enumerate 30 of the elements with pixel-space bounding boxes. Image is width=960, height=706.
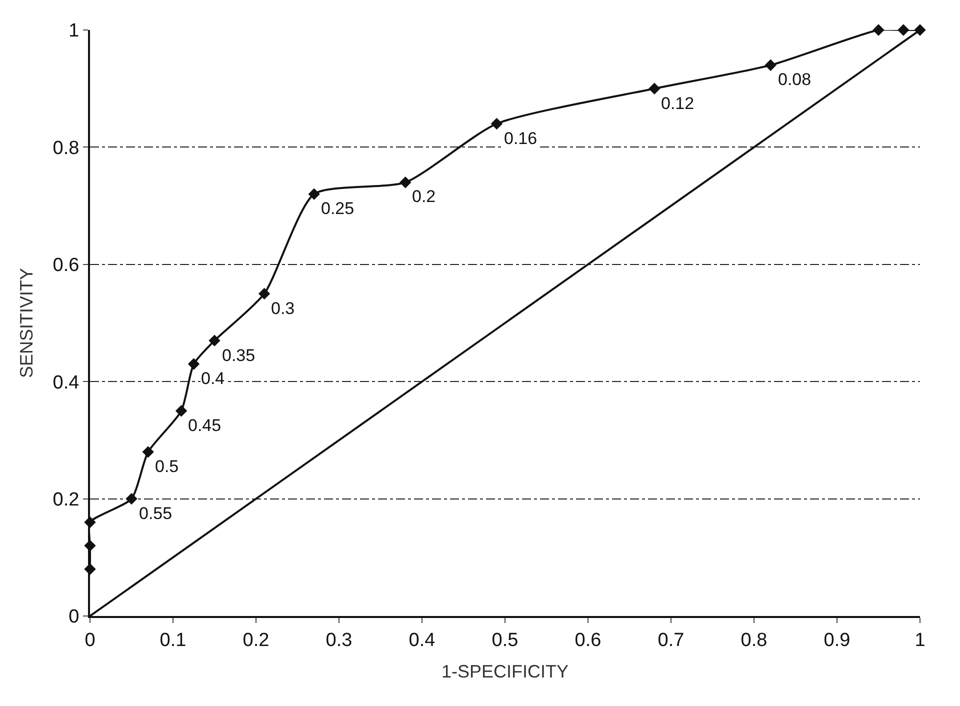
- x-tick-label: 0.9: [824, 630, 850, 651]
- annotation: 0.12: [661, 94, 694, 113]
- x-tick-label: 0.6: [574, 630, 602, 651]
- y-tick-label: 0.8: [52, 138, 80, 159]
- annotation: 0.3: [271, 299, 295, 318]
- y-axis-title: SENSITIVITY: [16, 268, 36, 378]
- annotation: 0.55: [139, 504, 172, 523]
- y-tick-label: 0.6: [52, 255, 80, 276]
- x-tick-label: 0.1: [160, 630, 186, 651]
- y-tick-label: 0.4: [52, 372, 80, 394]
- y-tick-label: 1: [68, 20, 80, 42]
- annotation: 0.45: [188, 416, 222, 435]
- x-tick-label: 0: [84, 630, 96, 651]
- annotation: 0.16: [504, 129, 538, 148]
- x-tick-label: 0.4: [408, 630, 436, 651]
- x-tick-label: 1: [914, 630, 926, 651]
- annotation: 0.35: [222, 346, 256, 365]
- annotation: 0.25: [321, 199, 354, 218]
- y-tick-label: 0.2: [52, 489, 80, 510]
- x-axis-title: 1-SPECIFICITY: [441, 661, 569, 682]
- annotation: 0.08: [778, 70, 812, 89]
- annotation: 0.4: [201, 369, 225, 388]
- x-tick-label: 0.2: [242, 630, 270, 651]
- x-tick-label: 0.3: [326, 630, 352, 651]
- x-tick-label: 0.8: [740, 630, 768, 651]
- x-tick-label: 0.5: [492, 630, 518, 651]
- y-tick-label: 0: [68, 606, 80, 628]
- x-tick-label: 0.7: [658, 630, 684, 651]
- annotation: 0.5: [155, 457, 179, 476]
- annotation: 0.2: [412, 187, 436, 206]
